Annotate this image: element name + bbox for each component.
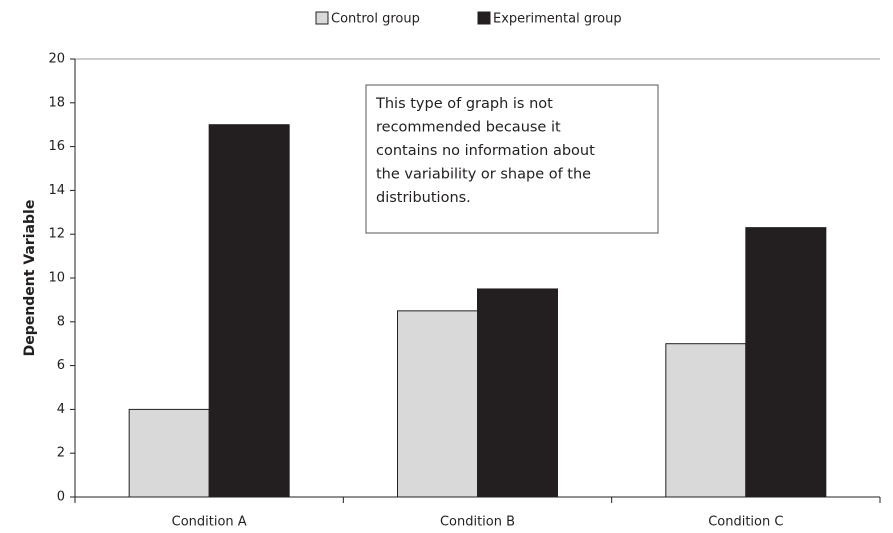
- annotation-text: recommended because it: [376, 120, 561, 136]
- x-tick-label: Condition B: [440, 515, 515, 530]
- bar: [477, 288, 558, 498]
- x-tick-label: Condition A: [172, 515, 247, 530]
- y-tick-label: 18: [48, 95, 65, 110]
- x-tick-label: Condition C: [708, 515, 783, 530]
- legend-label: Control group: [331, 12, 420, 27]
- annotation-text: This type of graph is not: [375, 96, 553, 112]
- bar: [745, 227, 827, 498]
- y-tick-label: 2: [57, 446, 65, 461]
- y-tick-label: 12: [48, 227, 65, 242]
- y-axis-label: Dependent Variable: [22, 200, 38, 357]
- y-tick-label: 6: [57, 358, 65, 373]
- legend-swatch: [315, 11, 329, 25]
- legend-label: Experimental group: [493, 12, 622, 27]
- y-tick-label: 20: [48, 52, 65, 67]
- y-tick-label: 14: [48, 183, 65, 198]
- annotation-text: the variability or shape of the: [376, 167, 591, 183]
- bar: [397, 310, 478, 498]
- annotation-text: contains no information about: [376, 143, 595, 159]
- bar: [665, 343, 747, 498]
- y-tick-label: 8: [57, 314, 65, 329]
- y-tick-label: 16: [48, 139, 65, 154]
- legend-swatch: [477, 11, 491, 25]
- annotation-box: [365, 84, 659, 234]
- bar: [208, 124, 290, 498]
- y-tick-label: 4: [57, 402, 65, 417]
- y-tick-label: 10: [48, 271, 65, 286]
- y-tick-label: 0: [57, 490, 65, 505]
- annotation-text: distributions.: [376, 190, 471, 206]
- bar: [128, 408, 210, 498]
